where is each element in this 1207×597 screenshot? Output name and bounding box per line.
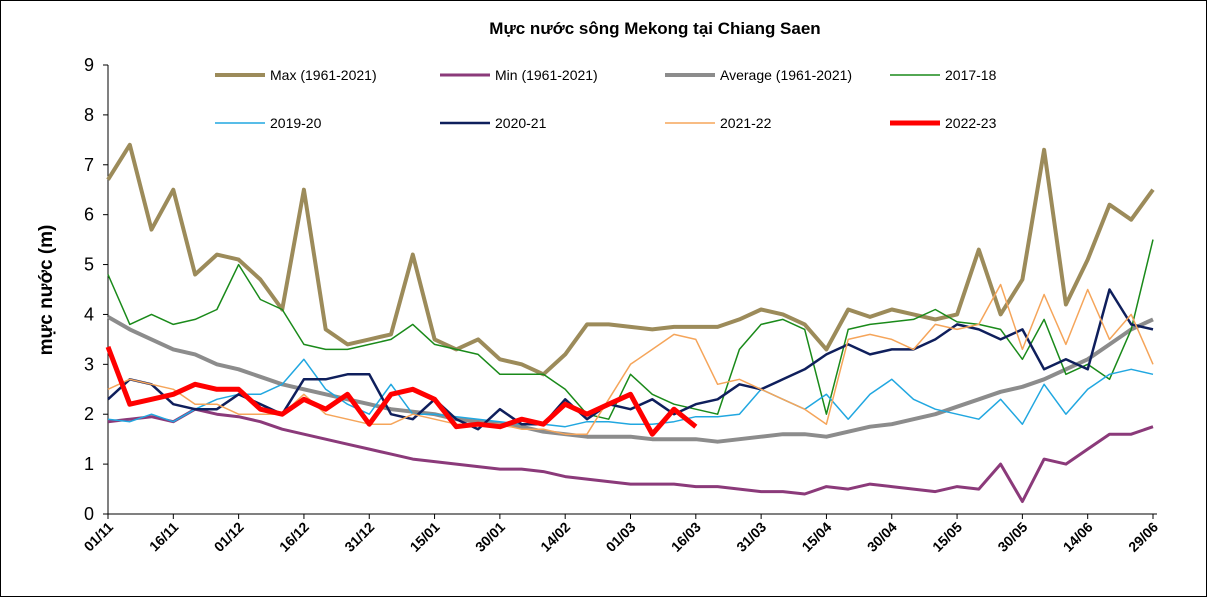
y-tick-label: 0	[84, 504, 94, 524]
legend-label: 2020-21	[495, 115, 547, 131]
y-axis-label: mực nước (m)	[36, 225, 57, 356]
y-tick-label: 9	[84, 55, 94, 75]
legend-label: Average (1961-2021)	[720, 67, 852, 83]
y-tick-label: 1	[84, 454, 94, 474]
series-line	[107, 358, 1154, 428]
legend-label: 2019-20	[270, 115, 322, 131]
y-tick-label: 3	[84, 354, 94, 374]
series-line	[107, 407, 1154, 503]
legend-label: 2017-18	[945, 67, 997, 83]
series-line	[105, 346, 698, 437]
y-tick-label: 7	[84, 155, 94, 175]
legend-label: Min (1961-2021)	[495, 67, 598, 83]
legend-label: 2022-23	[945, 115, 997, 131]
chart-title: Mực nước sông Mekong tại Chiang Saen	[489, 19, 820, 38]
y-tick-label: 6	[84, 205, 94, 225]
y-tick-label: 2	[84, 404, 94, 424]
y-tick-label: 5	[84, 255, 94, 275]
legend-label: 2021-22	[720, 115, 772, 131]
y-tick-label: 4	[84, 304, 94, 324]
legend-label: Max (1961-2021)	[270, 67, 377, 83]
y-tick-label: 8	[84, 105, 94, 125]
